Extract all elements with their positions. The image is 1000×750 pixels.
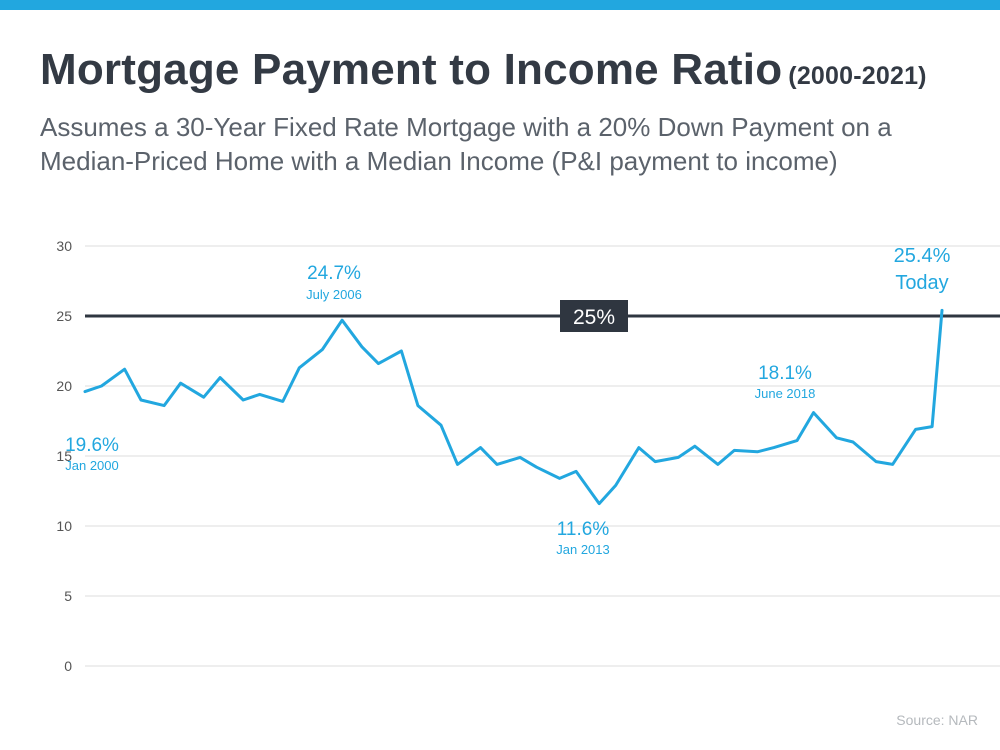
annotation-date: Today	[895, 272, 948, 294]
y-tick-label: 0	[64, 658, 72, 674]
reference-label: 25%	[573, 306, 615, 329]
y-tick-label: 10	[56, 518, 72, 534]
annotation-date: July 2006	[306, 287, 362, 302]
source-note: Source: NAR	[896, 712, 978, 728]
chart-subtitle: Assumes a 30-Year Fixed Rate Mortgage wi…	[40, 112, 892, 176]
series-line-payment-to-income	[83, 308, 944, 506]
y-tick-label: 30	[56, 238, 72, 254]
annotation-value: 24.7%	[307, 263, 361, 284]
chart-title: Mortgage Payment to Income Ratio (2000-20…	[40, 45, 927, 101]
annotation-value: 18.1%	[758, 363, 812, 384]
annotation-date: Jan 2000	[65, 458, 119, 473]
annotation-date: June 2018	[755, 386, 816, 401]
annotation-date: Jan 2013	[556, 542, 610, 557]
annotation-value: 25.4%	[894, 245, 951, 267]
y-tick-label: 20	[56, 378, 72, 394]
chart-title-range: (2000-2021)	[788, 62, 927, 90]
top-accent-bar	[0, 0, 1000, 10]
y-tick-label: 5	[64, 588, 72, 604]
chart-title-text: Mortgage Payment to Income Ratio	[40, 45, 783, 94]
annotation-value: 19.6%	[65, 435, 119, 456]
reference-badge	[560, 300, 628, 332]
y-tick-label: 15	[56, 448, 72, 464]
annotation-value: 11.6%	[557, 519, 610, 540]
y-tick-label: 25	[56, 308, 72, 324]
